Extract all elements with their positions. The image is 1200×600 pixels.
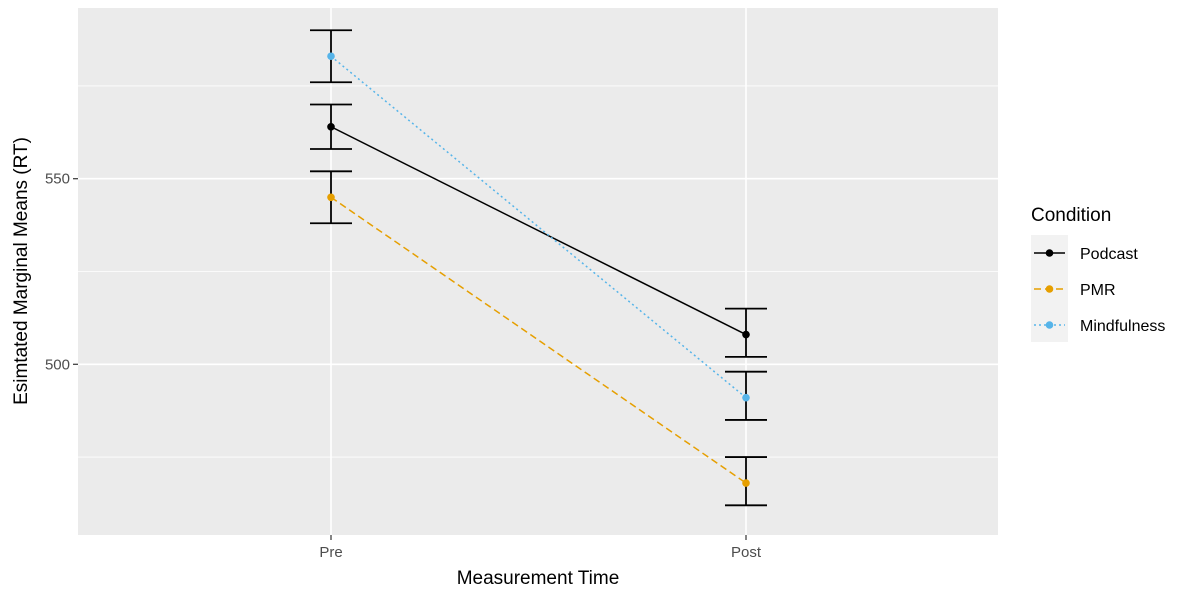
legend-key-point [1045,321,1054,329]
legend-label: PMR [1080,282,1116,299]
legend-label: Podcast [1080,246,1138,263]
data-points [327,52,750,487]
x-tick-label: Pre [319,544,342,561]
legend-item-podcast: Podcast [1034,246,1138,263]
x-axis-ticks: Pre Post [319,535,762,561]
y-axis-ticks: 500 550 [45,171,78,373]
legend-item-mindfulness: Mindfulness [1034,318,1165,335]
legend-label: Mindfulness [1080,318,1165,335]
legend: Condition Podcast PMR Mindfulness [1031,205,1165,342]
x-axis-title: Measurement Time [457,568,620,589]
series-line-podcast [330,126,747,336]
data-point-podcast [327,122,335,131]
data-point-podcast [742,330,750,339]
y-tick-label: 500 [45,356,70,373]
y-axis-title: Esimtated Marginal Means (RT) [11,137,32,405]
series-lines [330,55,747,484]
grid-major [78,8,998,535]
error-bars [310,29,767,507]
data-point-mindfulness [327,52,335,61]
data-point-mindfulness [742,393,750,402]
legend-title: Condition [1031,205,1111,226]
legend-key-point [1045,249,1054,257]
y-tick-label: 550 [45,171,70,188]
x-tick-label: Post [731,544,762,561]
series-line-pmr [330,196,747,484]
legend-key-point [1045,285,1054,293]
legend-item-pmr: PMR [1034,282,1116,299]
data-point-pmr [742,479,750,487]
data-point-pmr [327,193,335,202]
grid-minor [78,85,998,458]
